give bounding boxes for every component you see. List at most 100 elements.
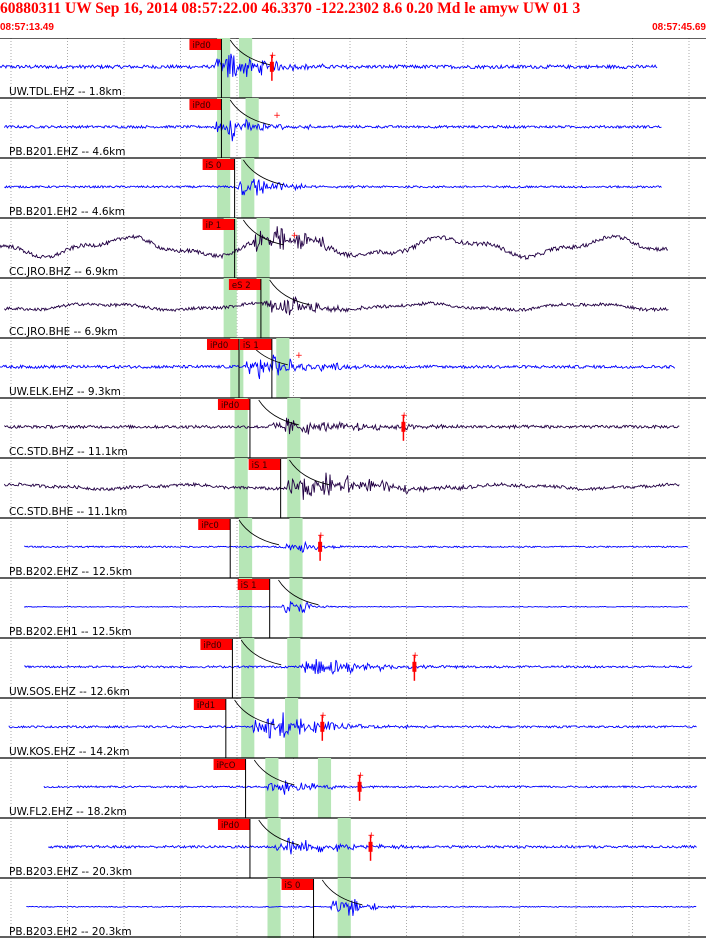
pick-window bbox=[276, 338, 290, 398]
pick-label: iPd0 bbox=[192, 41, 210, 51]
pick-window bbox=[217, 158, 231, 218]
pick-label: iPd0 bbox=[192, 101, 210, 111]
waveform bbox=[4, 118, 662, 142]
end-time: 08:57:45.69 bbox=[652, 22, 706, 33]
coda-marker bbox=[412, 661, 417, 672]
waveform bbox=[43, 780, 698, 795]
trace-panel-cc-std-bhz: + iPd0 CC.STD.BHZ -- 11.1km bbox=[0, 397, 706, 458]
travel-curve bbox=[229, 39, 271, 66]
pick-window bbox=[289, 578, 303, 638]
waveform bbox=[4, 472, 680, 500]
trace-panel-cc-jro-bhz: + iP 1 CC.JRO.BHZ -- 6.9km bbox=[0, 217, 706, 278]
coda-marker bbox=[318, 541, 323, 552]
pick-flag bbox=[217, 819, 250, 830]
pick-flag bbox=[213, 759, 246, 770]
pick-label: iS 1 bbox=[252, 461, 268, 471]
pick-window bbox=[256, 218, 270, 278]
pick-window bbox=[217, 98, 231, 158]
coda-marker bbox=[368, 841, 373, 852]
coda-plus: + bbox=[357, 771, 365, 781]
travel-curve bbox=[229, 99, 271, 126]
travel-curve bbox=[243, 159, 284, 186]
waveform bbox=[0, 226, 668, 261]
pick-window bbox=[285, 698, 299, 758]
pick-flag bbox=[193, 699, 226, 710]
coda-plus: + bbox=[319, 711, 327, 721]
pick-flag bbox=[189, 39, 222, 50]
pick-window bbox=[234, 398, 248, 458]
station-label: UW.TDL.EHZ -- 1.8km bbox=[9, 86, 122, 98]
travel-curve bbox=[240, 639, 282, 666]
pick-label: iPd0 bbox=[221, 401, 239, 411]
travel-curve bbox=[269, 279, 310, 306]
pick-flag bbox=[237, 579, 270, 590]
pick-window bbox=[223, 218, 237, 278]
station-label: UW.FL2.EHZ -- 18.2km bbox=[9, 806, 127, 818]
pick-window bbox=[287, 458, 301, 518]
station-label: PB.B203.EH2 -- 20.3km bbox=[9, 926, 132, 938]
pick-flag bbox=[206, 339, 239, 350]
trace-panel-cc-std-bhe: iS 1 CC.STD.BHE -- 11.1km bbox=[0, 457, 706, 518]
waveform bbox=[26, 899, 697, 916]
waveform bbox=[23, 601, 689, 614]
pick-label: iPd0 bbox=[221, 821, 239, 831]
trace-panel-pb-b202-ehz: + iPc0 PB.B202.EHZ -- 12.5km bbox=[0, 517, 706, 578]
pick-window bbox=[267, 878, 281, 938]
coda-plus: + bbox=[291, 231, 299, 241]
station-label: PB.B203.EHZ -- 20.3km bbox=[9, 866, 132, 878]
pick-window bbox=[256, 278, 270, 338]
station-label: CC.JRO.BHZ -- 6.9km bbox=[9, 266, 118, 278]
station-label: PB.B201.EHZ -- 4.6km bbox=[9, 146, 125, 158]
station-label: PB.B201.EH2 -- 4.6km bbox=[9, 206, 125, 218]
pick-window bbox=[217, 38, 231, 98]
pick-window bbox=[337, 878, 351, 938]
pick-window bbox=[317, 758, 332, 818]
travel-curve bbox=[258, 399, 299, 426]
pick-label: iPd1 bbox=[197, 701, 215, 711]
pick-label: iPd0 bbox=[203, 641, 221, 651]
waveform bbox=[0, 354, 676, 380]
pick-flag bbox=[200, 639, 233, 650]
travel-curve bbox=[258, 819, 299, 846]
pick-window bbox=[337, 818, 351, 878]
pick-label: eS 2 bbox=[232, 281, 251, 291]
coda-marker bbox=[401, 421, 406, 432]
trace-panel-uw-sos-ehz: + iPd0 UW.SOS.EHZ -- 12.6km bbox=[0, 637, 706, 698]
trace-panel-pb-b201-eh2: iS 0 PB.B201.EH2 -- 4.6km bbox=[0, 157, 706, 218]
waveform bbox=[4, 178, 662, 196]
pick-flag bbox=[248, 459, 281, 470]
pick-label: iS 0 bbox=[285, 881, 301, 891]
pick-window bbox=[289, 518, 303, 578]
coda-plus: + bbox=[273, 111, 281, 121]
pick-label: iS 0 bbox=[206, 161, 222, 171]
pick-flag bbox=[202, 219, 235, 230]
travel-curve bbox=[238, 519, 280, 546]
travel-curve bbox=[243, 219, 284, 246]
waveform bbox=[4, 417, 680, 435]
pick-window bbox=[234, 458, 248, 518]
coda-plus: + bbox=[368, 831, 376, 841]
station-label: CC.STD.BHZ -- 11.1km bbox=[9, 446, 128, 458]
pick-window bbox=[241, 698, 255, 758]
pick-flag bbox=[202, 159, 235, 170]
travel-curve bbox=[234, 699, 275, 726]
waveform bbox=[24, 540, 689, 553]
pick-flag bbox=[281, 879, 314, 890]
pick-window bbox=[230, 338, 244, 398]
trace-panel-pb-b203-eh2: iS 0 PB.B203.EH2 -- 20.3km bbox=[0, 877, 706, 938]
waveform bbox=[24, 659, 693, 675]
pick-window bbox=[287, 638, 301, 698]
pick-label: iPd0 bbox=[210, 341, 228, 351]
coda-marker bbox=[357, 781, 362, 792]
pick-label: iS 1 bbox=[243, 341, 259, 351]
trace-panel-pb-b203-ehz: + iPd0 PB.B203.EHZ -- 20.3km bbox=[0, 817, 706, 878]
waveform bbox=[4, 295, 669, 316]
page-title: 60880311 UW Sep 16, 2014 08:57:22.00 46.… bbox=[0, 0, 581, 17]
station-label: UW.ELK.EHZ -- 9.3km bbox=[9, 386, 121, 398]
pick-flag bbox=[239, 339, 272, 350]
pick-flag bbox=[198, 519, 231, 530]
station-label: PB.B202.EHZ -- 12.5km bbox=[9, 566, 132, 578]
travel-curve bbox=[321, 879, 363, 906]
travel-curve bbox=[253, 759, 295, 786]
